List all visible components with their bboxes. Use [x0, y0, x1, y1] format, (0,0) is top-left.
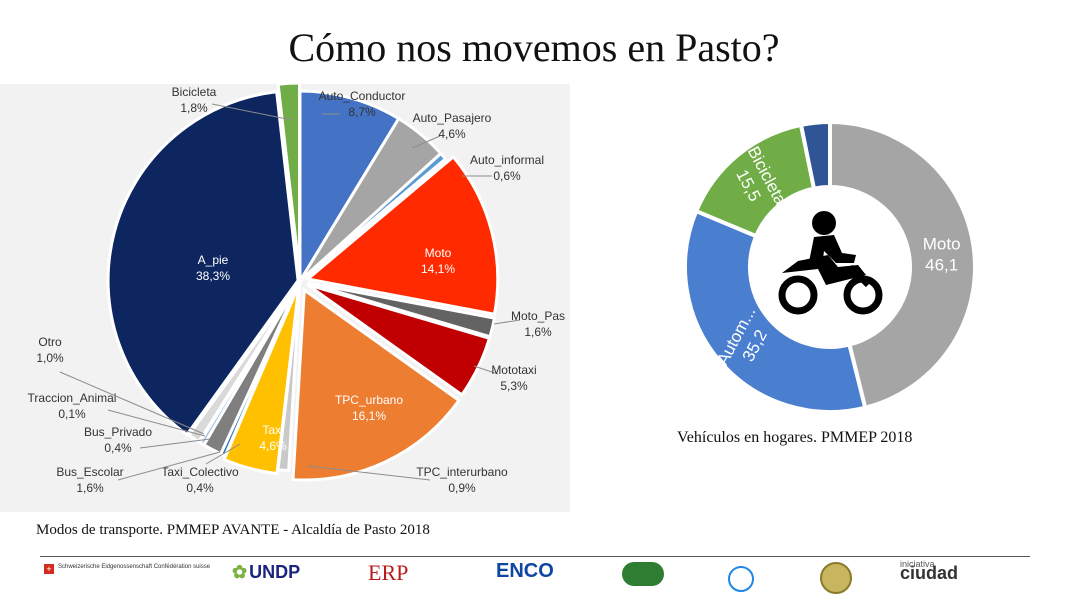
donut-value-moto: 46,1 [925, 255, 958, 274]
erp-logo: ERP [368, 560, 409, 585]
pie-slice-otro [186, 280, 302, 444]
pie-slice-moto-pas [307, 281, 497, 339]
slice-label-traccion-animal: Traccion_Animal [28, 391, 117, 405]
footer-divider [40, 556, 1030, 557]
undp-logo: ✿ UNDP [232, 562, 301, 582]
slice-value-tpc-interurbano: 0,9% [448, 481, 476, 495]
slice-label-bus-privado: Bus_Privado [84, 425, 152, 439]
swiss-confederation-logo: + Schweizerische Eidgenossenschaft Conféd… [44, 564, 210, 574]
slice-label-taxi: Taxi [262, 423, 283, 437]
donut-slice-autom [683, 208, 868, 414]
slice-value-auto-pasajero: 4,6% [438, 127, 466, 141]
leader-line-traccion-animal [107, 409, 206, 437]
leader-line-moto-pas [493, 319, 521, 325]
slice-label-taxi-colectivo: Taxi_Colectivo [161, 465, 239, 479]
slice-value-mototaxi: 5,3% [500, 379, 528, 393]
slice-value-moto: 14,1% [421, 262, 455, 276]
leader-line-bus-escolar [117, 451, 221, 481]
iniciativa-ciudad-logo: iniciativa ciudad [900, 559, 959, 583]
leader-line-auto-pasajero [411, 135, 441, 149]
slice-label-auto-conductor: Auto_Conductor [319, 89, 406, 103]
slice-value-traccion-animal: 0,1% [58, 407, 86, 421]
slice-value-moto-pas: 1,6% [524, 325, 552, 339]
slice-value-otro: 1,0% [36, 351, 64, 365]
slice-value-a-pie: 38,3% [196, 269, 230, 283]
slice-value-bus-privado: 0,4% [104, 441, 132, 455]
blue-circle-logo [728, 566, 754, 592]
pie-slice-auto-conductor [298, 89, 401, 287]
leader-line-tpc-interurbano [307, 465, 431, 481]
pie-slice-moto [304, 154, 500, 317]
slice-label-bus-escolar: Bus_Escolar [56, 465, 123, 479]
leader-line-bus-privado [139, 438, 211, 449]
donut-slice-unlabeled [798, 120, 832, 191]
pie-slice-a-pie [106, 90, 300, 437]
slice-label-tpc-interurbano: TPC_interurbano [416, 465, 508, 479]
pie-slice-taxi [222, 284, 301, 476]
leader-line-otro [59, 371, 205, 435]
slice-label-moto: Moto [425, 246, 452, 260]
municipal-seal-logo [820, 562, 852, 594]
slice-value-taxi-colectivo: 0,4% [186, 481, 214, 495]
slice-value-taxi: 4,6% [259, 439, 287, 453]
slice-label-bicicleta: Bicicleta [172, 85, 217, 99]
donut-label-moto: Moto [923, 234, 961, 253]
donut-label-group-moto: Moto 46,1 [923, 234, 961, 274]
transport-modes-pie-chart: Auto_Conductor 8,7% Auto_Pasajero 4,6% Auto_… [28, 84, 565, 495]
enco-logo: ENCO [496, 560, 554, 582]
pie-chart-caption: Modos de transporte. PMMEP AVANTE - Alca… [36, 522, 430, 538]
pie-slice-tpc-urbano [291, 287, 462, 482]
sponsor-logos: + Schweizerische Eidgenossenschaft Conféd… [0, 559, 1068, 594]
slice-label-a-pie: A_pie [198, 253, 229, 267]
pie-slice-auto-informal [298, 151, 448, 283]
page-title: Cómo nos movemos en Pasto? [288, 25, 780, 70]
leader-line-bicicleta [211, 103, 293, 121]
donut-slice-moto [828, 120, 977, 411]
slice-label-otro: Otro [38, 335, 62, 349]
green-oval-logo [622, 562, 664, 586]
slice-label-tpc-urbano: TPC_urbano [335, 393, 403, 407]
leader-line-mototaxi [473, 365, 499, 375]
slice-value-auto-conductor: 8,7% [348, 105, 376, 119]
slice-label-auto-pasajero: Auto_Pasajero [413, 111, 492, 125]
slice-value-auto-informal: 0,6% [493, 169, 521, 183]
slice-label-moto-pas: Moto_Pas [511, 309, 565, 323]
slice-label-mototaxi: Mototaxi [491, 363, 536, 377]
motorcycle-rider-icon [778, 211, 883, 315]
pie-slice-bicicleta [276, 84, 302, 274]
slice-label-auto-informal: Auto_informal [470, 153, 544, 167]
donut-chart-caption: Vehículos en hogares. PMMEP 2018 [677, 429, 913, 446]
leader-line-taxi-colectivo [205, 443, 241, 465]
slice-value-bicicleta: 1,8% [180, 101, 208, 115]
slice-value-bus-escolar: 1,6% [76, 481, 104, 495]
slice-value-tpc-urbano: 16,1% [352, 409, 386, 423]
